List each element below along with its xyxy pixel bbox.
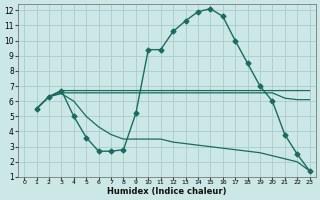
- X-axis label: Humidex (Indice chaleur): Humidex (Indice chaleur): [107, 187, 227, 196]
